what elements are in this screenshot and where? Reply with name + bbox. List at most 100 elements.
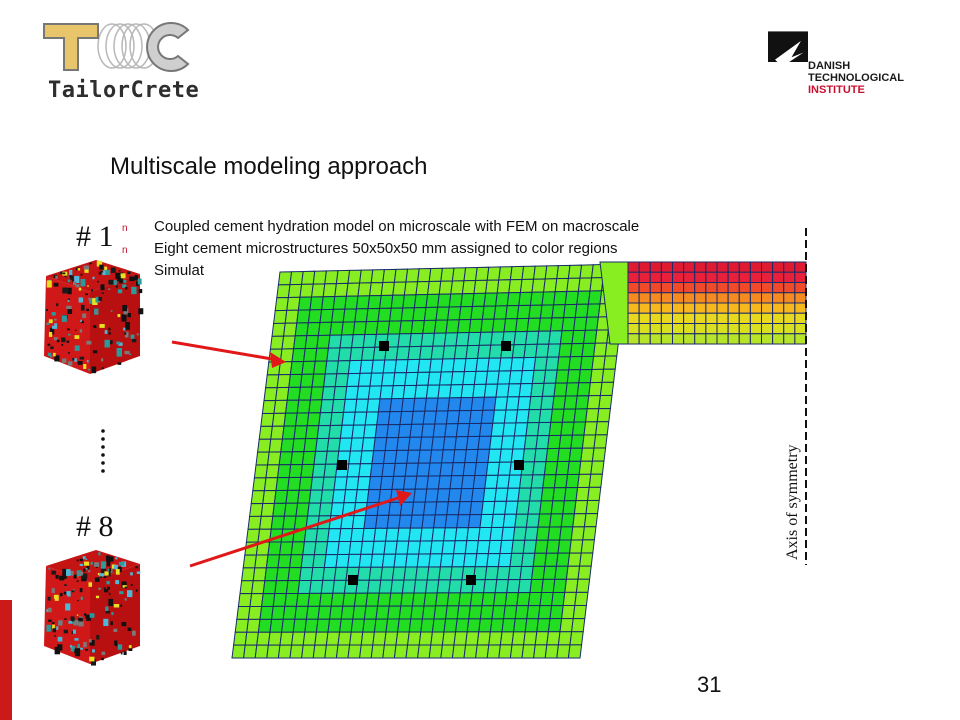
mesh-element (593, 434, 608, 449)
mesh-element (409, 332, 424, 348)
mesh-element (339, 334, 354, 349)
mesh-element (497, 461, 512, 476)
mesh-element (391, 566, 407, 581)
mesh-element (327, 528, 342, 543)
mesh-element (553, 474, 569, 489)
mesh-element (335, 553, 350, 568)
mesh-element (359, 450, 375, 465)
flange-element (761, 323, 774, 335)
mesh-element (578, 460, 593, 475)
mesh-element (405, 644, 420, 659)
mesh-element (583, 329, 598, 344)
mesh-element (276, 284, 291, 299)
mesh-element (285, 580, 301, 594)
mesh-element (239, 580, 254, 595)
flange-element (727, 261, 740, 273)
flange-element (649, 312, 662, 324)
mesh-element (435, 592, 450, 607)
mesh-element (387, 605, 402, 620)
mesh-element (466, 527, 481, 542)
mesh-element (434, 410, 449, 425)
mesh-element (571, 618, 586, 633)
mesh-element (559, 618, 574, 633)
mesh-element (282, 515, 297, 530)
cube-particle (50, 355, 53, 358)
cube-particle (54, 318, 57, 321)
mesh-element (289, 554, 304, 569)
mesh-element (275, 567, 291, 582)
mesh-element (444, 423, 459, 438)
mesh-element (544, 644, 559, 659)
cube-particle (98, 296, 103, 301)
flange-element (794, 292, 807, 304)
mesh-element (598, 394, 613, 410)
mesh-element (397, 618, 412, 633)
cube-particle (136, 571, 141, 574)
cube-particle (82, 573, 88, 579)
cube-particle (115, 644, 118, 647)
cube-particle (47, 596, 51, 601)
mesh-element (532, 552, 547, 567)
mesh-element (420, 332, 435, 347)
mesh-element (422, 319, 437, 334)
mesh-element (333, 385, 348, 401)
cube-particle (85, 614, 91, 619)
mesh-element (545, 539, 561, 554)
dti-line-3: INSTITUTE (808, 84, 865, 96)
mesh-element (535, 343, 550, 358)
mesh-element (329, 321, 344, 336)
mesh-element (285, 399, 300, 414)
mesh-element (475, 644, 490, 659)
flange-element (772, 261, 785, 273)
mesh-element (375, 514, 390, 529)
mesh-element (324, 644, 339, 659)
flange-element (716, 271, 729, 283)
cube-particle (115, 272, 120, 279)
mesh-element (306, 412, 321, 427)
cube-particle (128, 648, 133, 651)
mesh-element (569, 631, 584, 646)
cube-particle (117, 644, 123, 650)
flange-element (705, 302, 718, 314)
mesh-element (449, 566, 465, 581)
mesh-element (558, 434, 573, 449)
mesh-element (321, 295, 336, 311)
cube-particle (95, 296, 101, 303)
mesh-element (362, 618, 377, 633)
mesh-element (426, 475, 441, 490)
mesh-element (375, 605, 390, 620)
mesh-element (334, 373, 349, 388)
cube-particle (66, 328, 70, 331)
mesh-element (404, 371, 419, 387)
cube-particle (64, 618, 67, 620)
mesh-element (471, 292, 487, 308)
cube-particle (54, 323, 58, 328)
mesh-element (405, 358, 421, 374)
cube-particle (62, 568, 68, 576)
mesh-element (457, 409, 472, 425)
mesh-element (273, 399, 288, 414)
cube-particle (51, 622, 55, 624)
mesh-element (415, 281, 430, 296)
mesh-element (529, 578, 544, 594)
cube-particle (52, 352, 56, 357)
cube-particle (57, 636, 63, 642)
mesh-element (579, 552, 594, 567)
mesh-element (290, 541, 305, 556)
flange-element (638, 292, 651, 304)
mesh-element (511, 631, 526, 646)
mesh-element (312, 644, 327, 659)
cube-particle (110, 267, 116, 273)
cube-particle (89, 640, 95, 646)
mesh-element (499, 539, 514, 555)
mesh-element (354, 308, 369, 323)
mesh-element (545, 356, 560, 371)
mesh-element (445, 319, 460, 334)
mesh-element (322, 566, 337, 581)
mesh-element (542, 565, 557, 580)
mesh-element (559, 526, 574, 541)
flange-element (660, 282, 673, 294)
mesh-element (249, 502, 264, 517)
flange-element (772, 292, 785, 304)
mesh-element (489, 435, 504, 450)
